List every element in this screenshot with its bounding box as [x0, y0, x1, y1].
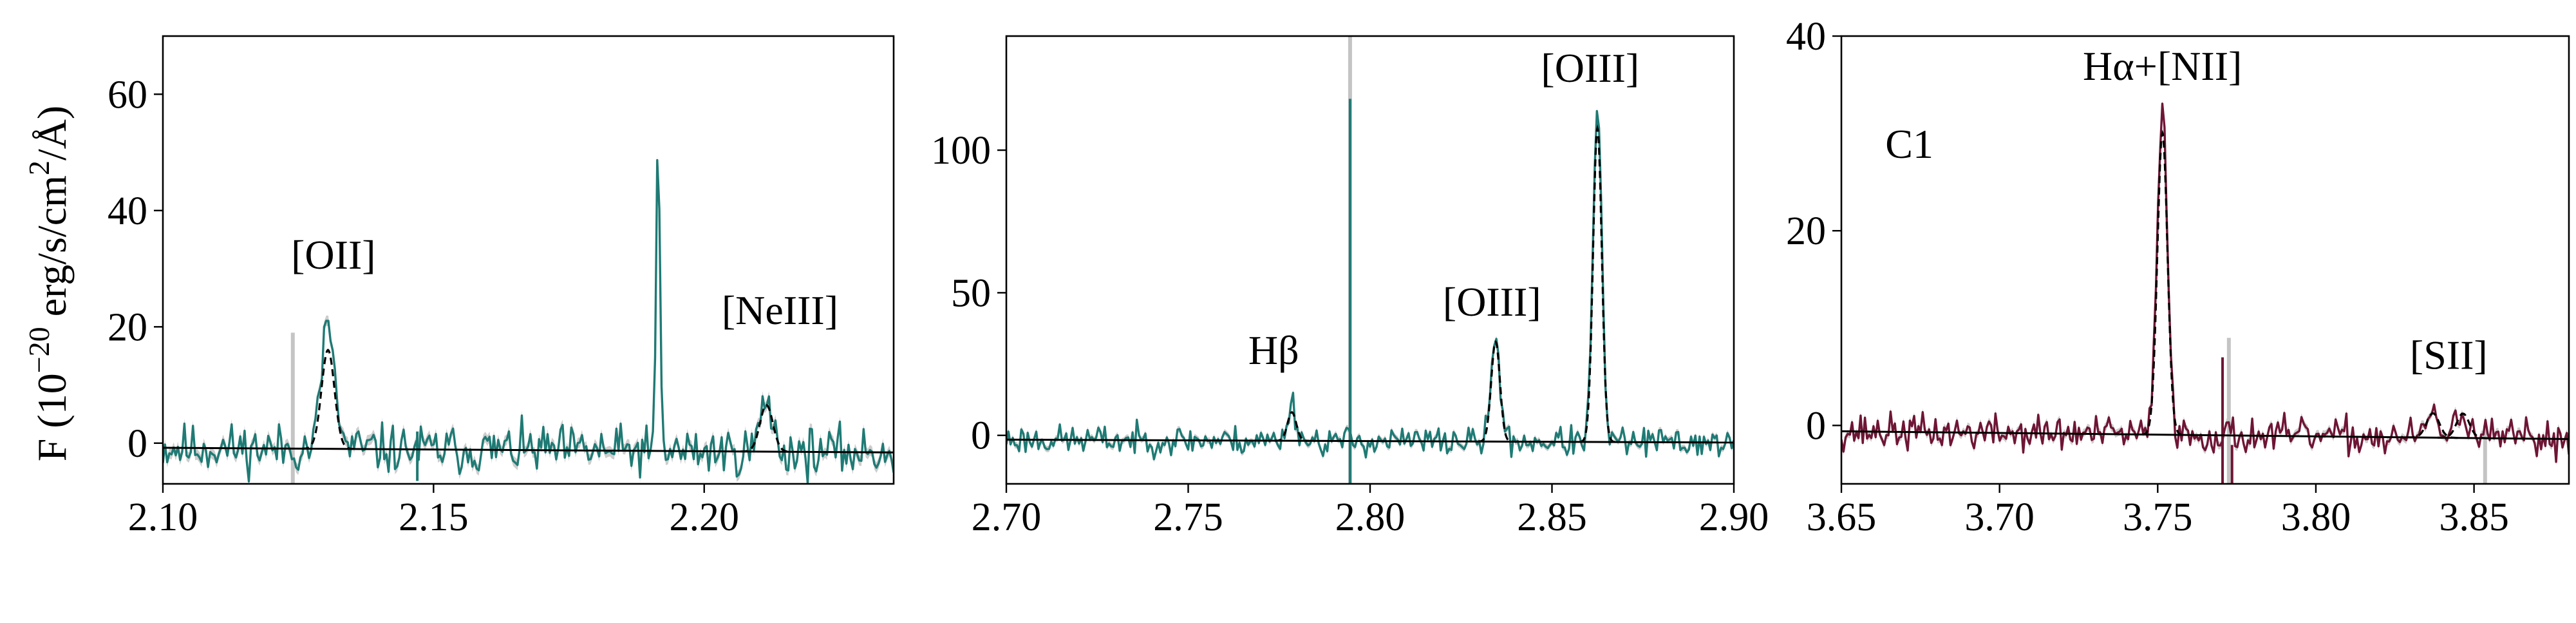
y-tick-label: 50: [951, 271, 991, 315]
plot-area: [1841, 100, 2569, 484]
x-tick-label: 2.90: [1699, 495, 1769, 539]
x-tick-label: 2.20: [669, 495, 739, 539]
line-annotation: [OIII]: [1541, 45, 1639, 91]
uncertainty-band: [1006, 108, 1734, 463]
y-tick-label: 100: [931, 129, 991, 173]
gaussian-fit: [740, 404, 793, 453]
y-tick-label: 0: [1806, 404, 1826, 448]
panel-halpha-sii: 3.65 3.70 3.75 3.80 3.85 0 20 40 Hα+[NII] [SII] C1: [1786, 15, 2570, 539]
y-axis-label-prefix: F (10: [29, 373, 75, 461]
y-axis-label-exponent-2: 2: [23, 160, 55, 175]
y-tick-label: 20: [1786, 209, 1826, 253]
line-annotation: Hβ: [1248, 327, 1299, 373]
x-tick-label: 2.85: [1517, 495, 1587, 539]
spectrum-line: [1841, 102, 2569, 463]
y-axis-label-unit: erg/s/cm: [29, 175, 75, 327]
spectrum-line: [163, 158, 894, 484]
continuum-fit: [1841, 430, 2569, 440]
y-tick-label: 60: [108, 73, 147, 117]
uncertainty-band: [1841, 100, 2569, 466]
gaussian-fit: [1579, 124, 1615, 443]
axes-frame: [1005, 35, 1735, 485]
line-annotation: [OII]: [291, 232, 375, 278]
y-tick-label: 40: [1786, 15, 1826, 59]
y-axis-label-suffix: /Å): [29, 106, 75, 160]
x-tick-label: 2.70: [972, 495, 1042, 539]
x-tick-label: 2.15: [399, 495, 469, 539]
line-annotation: [NeIII]: [722, 287, 838, 333]
gaussian-fit: [2142, 129, 2183, 436]
x-tick-label: 3.65: [1807, 495, 1877, 539]
gaussian-fit: [301, 349, 354, 450]
y-axis-label-exponent: −20: [23, 327, 55, 373]
plot-area: [163, 155, 894, 484]
axes-frame: [162, 35, 895, 485]
axes-frame: [1840, 35, 2570, 485]
plot-area: [1006, 36, 1734, 484]
line-annotation: [OIII]: [1443, 279, 1541, 325]
y-tick-label: 20: [108, 305, 147, 349]
line-annotation: [SII]: [2410, 332, 2488, 378]
y-tick-label: 0: [127, 422, 147, 466]
y-tick-label: 0: [971, 414, 991, 458]
x-tick-label: 2.75: [1153, 495, 1223, 539]
continuum-fit: [163, 446, 894, 454]
panel-oii-neiii: 2.10 2.15 2.20 0 20 40 60 [OII] [NeIII]: [108, 35, 895, 539]
gaussian-fit: [2438, 412, 2488, 439]
gaussian-fit: [2407, 412, 2458, 439]
x-tick-label: 2.80: [1335, 495, 1406, 539]
spectrum-line: [1006, 110, 1734, 461]
gaussian-fit: [1478, 340, 1513, 443]
gaussian-fit: [1274, 411, 1310, 442]
y-axis-label: F (10−20 erg/s/cm2/Å): [23, 106, 75, 461]
line-annotation: Hα+[NII]: [2083, 43, 2242, 89]
line-annotation: C1: [1885, 121, 1933, 167]
x-tick-label: 3.85: [2439, 495, 2509, 539]
x-tick-label: 3.70: [1964, 495, 2035, 539]
panel-hbeta-oiii: 2.70 2.75 2.80 2.85 2.90 0 50 100 Hβ [OIII] [OIII]: [931, 35, 1769, 539]
y-tick-label: 40: [108, 189, 147, 233]
x-tick-label: 2.10: [128, 495, 198, 539]
x-tick-label: 3.75: [2123, 495, 2193, 539]
x-tick-label: 3.80: [2281, 495, 2351, 539]
